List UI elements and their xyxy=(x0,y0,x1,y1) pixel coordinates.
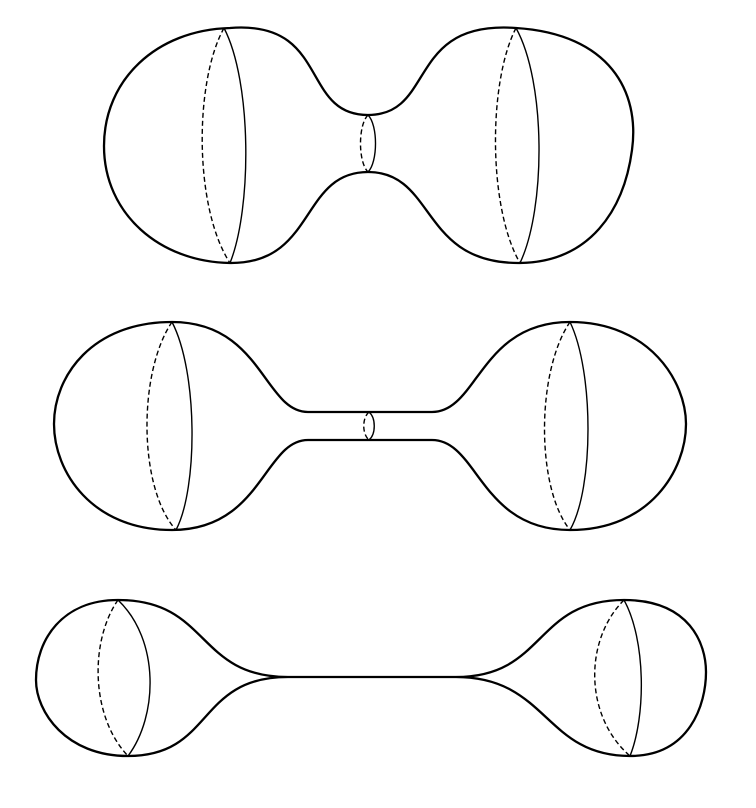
shape-1-left-front-meridian xyxy=(223,27,247,264)
shape-1-left-back-meridian xyxy=(201,27,231,264)
shape-3-right-back-meridian xyxy=(594,599,631,757)
shape-2-right-front-meridian xyxy=(569,321,589,531)
shape-3-left-front-meridian xyxy=(117,599,151,757)
shape-1-neck-back xyxy=(359,114,369,173)
shape-2-neck-back xyxy=(363,411,370,441)
shape-2-left-back-meridian xyxy=(146,321,177,531)
shape-2-outline xyxy=(52,320,688,532)
dumbbell-shape-1 xyxy=(102,26,635,265)
shape-1-right-front-meridian xyxy=(515,27,540,264)
shape-1-right-back-meridian xyxy=(494,27,521,264)
dumbbell-shape-2 xyxy=(52,320,688,532)
shape-1-neck-front xyxy=(367,114,377,173)
shape-2-right-back-meridian xyxy=(543,321,571,531)
shape-2-neck-front xyxy=(368,411,375,441)
shape-2-left-front-meridian xyxy=(171,321,193,531)
shape-1-outline xyxy=(102,26,635,265)
shape-3-right-front-meridian xyxy=(623,599,643,757)
shape-3-left-back-meridian xyxy=(97,599,129,757)
dumbbell-shape-3 xyxy=(34,598,708,758)
